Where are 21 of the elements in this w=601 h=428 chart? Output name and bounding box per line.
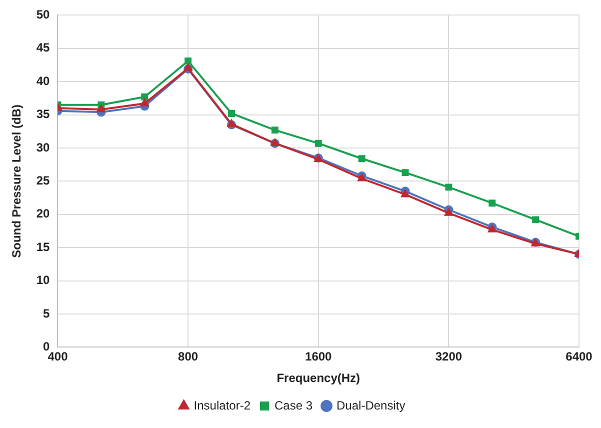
y-tick-label: 30 <box>36 140 50 154</box>
y-tick-label: 0 <box>43 340 50 354</box>
y-tick-label: 5 <box>43 306 50 320</box>
x-tick-label: 400 <box>48 350 68 364</box>
y-axis-title: Sound Pressure Level (dB) <box>10 104 24 258</box>
y-tick-label: 35 <box>36 107 50 122</box>
y-tick-label: 25 <box>36 174 50 188</box>
x-tick-label: 1600 <box>305 350 332 364</box>
y-tick-label: 15 <box>36 240 50 254</box>
y-tick-label: 10 <box>36 273 50 288</box>
legend-label: Dual-Density <box>336 398 406 412</box>
legend-label: Insulator-2 <box>194 398 251 412</box>
x-tick-label: 6400 <box>566 350 593 364</box>
y-tick-label: 50 <box>36 8 50 22</box>
x-tick-label: 800 <box>178 350 198 364</box>
y-tick-label: 20 <box>36 206 50 221</box>
x-axis-title: Frequency(Hz) <box>276 371 360 386</box>
y-tick-label: 40 <box>36 74 50 88</box>
legend-label: Case 3 <box>274 398 313 412</box>
y-tick-label: 45 <box>36 40 50 55</box>
x-tick-label: 3200 <box>435 350 462 364</box>
